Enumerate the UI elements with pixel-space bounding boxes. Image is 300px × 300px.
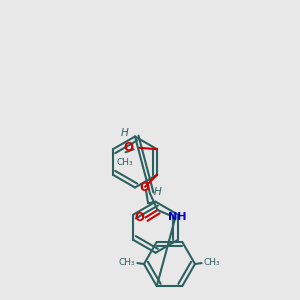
Text: H: H	[154, 187, 161, 197]
Text: CH₃: CH₃	[204, 258, 220, 267]
Text: CH₃: CH₃	[118, 258, 135, 267]
Text: O: O	[140, 181, 149, 194]
Text: NH: NH	[168, 212, 187, 222]
Text: CH₃: CH₃	[117, 158, 133, 166]
Text: O: O	[134, 211, 145, 224]
Text: H: H	[121, 128, 128, 139]
Text: O: O	[124, 141, 134, 154]
